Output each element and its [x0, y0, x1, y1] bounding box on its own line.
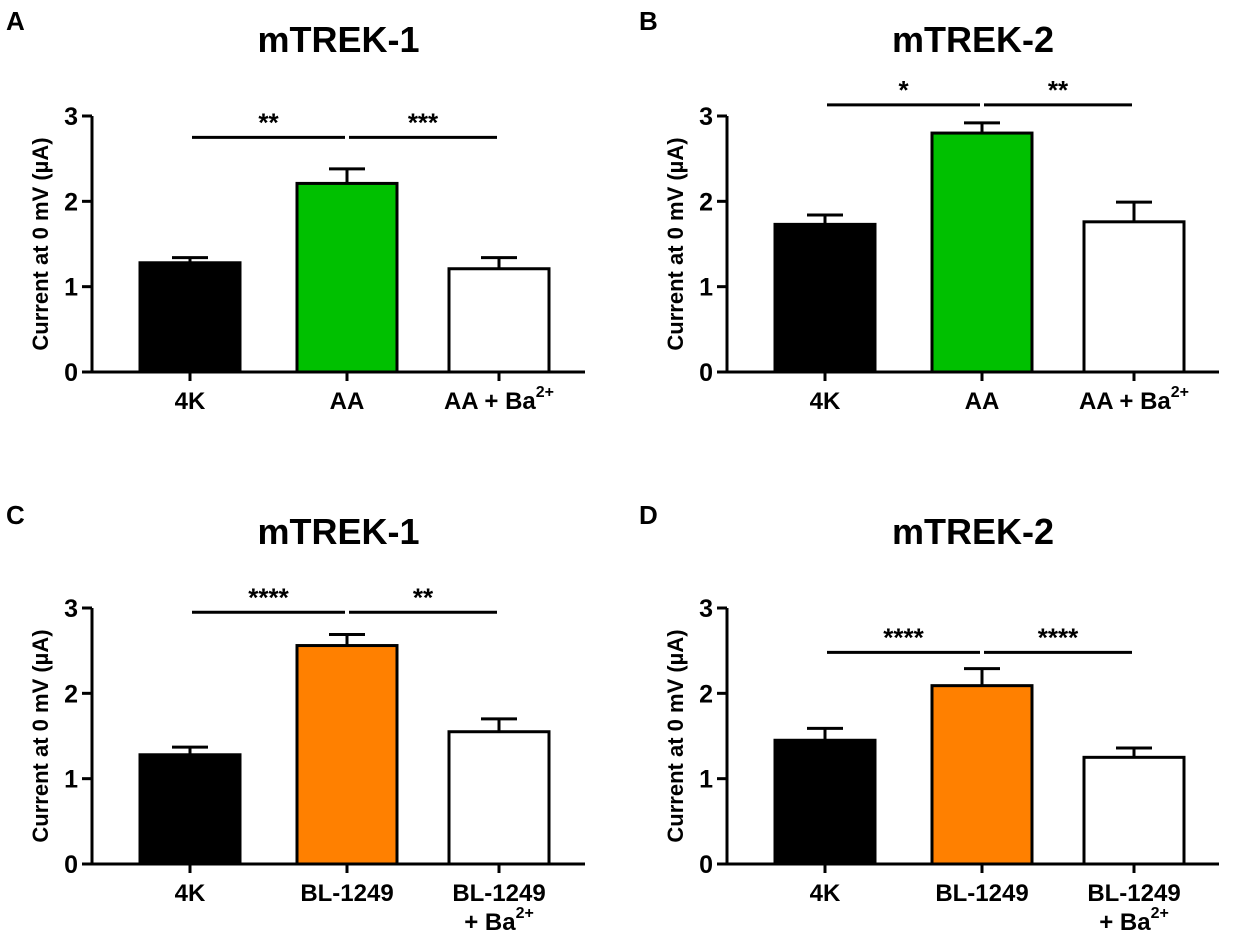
bar [773, 738, 877, 866]
x-tick-label: AA + Ba2+ [1079, 384, 1189, 415]
y-tick-label: 2 [64, 680, 78, 708]
y-tick-label: 2 [64, 188, 78, 216]
panel-letter: C [6, 500, 25, 530]
chart-title: mTREK-2 [892, 19, 1054, 60]
x-tick-label: 4K [175, 880, 206, 907]
significance-label: ** [258, 107, 279, 137]
x-tick-label: 4K [810, 880, 841, 907]
x-tick-label: + Ba2+ [464, 905, 534, 936]
x-tick-label: BL-1249 [935, 880, 1028, 907]
panel-letter: A [6, 6, 25, 36]
x-tick-label: 4K [175, 388, 206, 415]
y-tick-label: 3 [64, 595, 78, 623]
bar [138, 261, 242, 374]
significance-label: *** [408, 107, 439, 137]
x-tick-label: BL-1249 [1087, 880, 1180, 907]
bar [1082, 755, 1186, 866]
y-tick-label: 1 [699, 274, 713, 302]
y-tick-label: 0 [64, 359, 78, 387]
y-tick-label: 0 [699, 359, 713, 387]
bar [447, 730, 551, 866]
bar [1082, 220, 1186, 374]
significance-label: ** [413, 582, 434, 612]
x-tick-label: AA [330, 388, 365, 415]
x-tick-label: AA [965, 388, 1000, 415]
bar [138, 753, 242, 866]
significance-label: * [898, 75, 909, 105]
bar [930, 684, 1034, 866]
x-tick-label: BL-1249 [300, 880, 393, 907]
significance-label: **** [883, 622, 924, 652]
y-axis-label: Current at 0 mV (µA) [663, 629, 688, 842]
y-tick-label: 0 [64, 851, 78, 879]
x-tick-label: + Ba2+ [1099, 905, 1169, 936]
y-tick-label: 2 [699, 680, 713, 708]
y-tick-label: 1 [64, 274, 78, 302]
y-tick-label: 2 [699, 188, 713, 216]
bar [773, 222, 877, 374]
y-axis-label: Current at 0 mV (µA) [28, 629, 53, 842]
panel-letter: B [639, 6, 658, 36]
y-tick-label: 3 [699, 103, 713, 131]
bar [930, 131, 1034, 374]
bar [295, 181, 399, 374]
y-tick-label: 3 [699, 595, 713, 623]
y-tick-label: 1 [64, 766, 78, 794]
y-tick-label: 0 [699, 851, 713, 879]
significance-label: **** [248, 582, 289, 612]
y-tick-label: 3 [64, 103, 78, 131]
y-axis-label: Current at 0 mV (µA) [28, 137, 53, 350]
panel-letter: D [639, 500, 658, 530]
x-tick-label: BL-1249 [452, 880, 545, 907]
x-tick-label: AA + Ba2+ [444, 384, 554, 415]
chart-title: mTREK-1 [257, 19, 419, 60]
chart-title: mTREK-2 [892, 511, 1054, 552]
y-tick-label: 1 [699, 766, 713, 794]
bar [447, 267, 551, 374]
x-tick-label: 4K [810, 388, 841, 415]
significance-label: ** [1048, 75, 1069, 105]
bar [295, 644, 399, 866]
significance-label: **** [1038, 622, 1079, 652]
y-axis-label: Current at 0 mV (µA) [663, 137, 688, 350]
chart-title: mTREK-1 [257, 511, 419, 552]
